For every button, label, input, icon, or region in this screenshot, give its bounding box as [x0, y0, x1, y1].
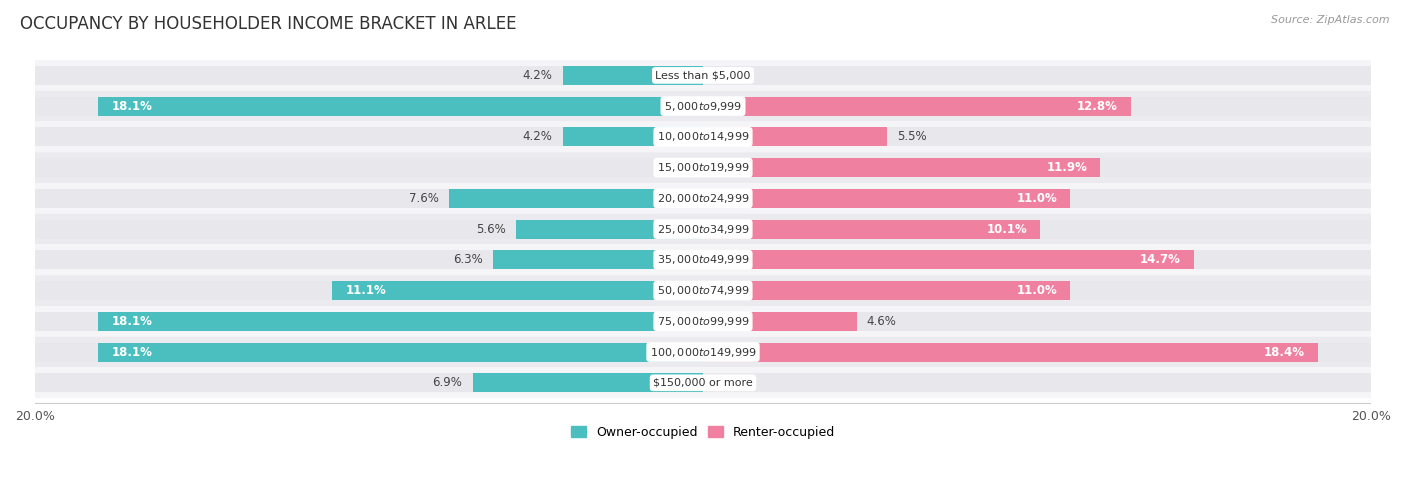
Text: $35,000 to $49,999: $35,000 to $49,999: [657, 253, 749, 266]
Bar: [35, 189, 703, 208]
Text: 10.1%: 10.1%: [986, 223, 1026, 236]
Text: 12.8%: 12.8%: [1077, 100, 1118, 113]
Text: $100,000 to $149,999: $100,000 to $149,999: [650, 346, 756, 359]
Text: $75,000 to $99,999: $75,000 to $99,999: [657, 315, 749, 328]
Bar: [703, 97, 1371, 116]
Bar: [472, 373, 703, 392]
Text: 11.0%: 11.0%: [1017, 192, 1057, 205]
Text: 5.6%: 5.6%: [477, 223, 506, 236]
FancyBboxPatch shape: [35, 367, 1371, 398]
Bar: [516, 220, 703, 239]
FancyBboxPatch shape: [35, 244, 1371, 275]
Bar: [703, 343, 1371, 362]
Bar: [703, 158, 1371, 177]
Bar: [332, 281, 703, 300]
FancyBboxPatch shape: [35, 152, 1371, 183]
Bar: [703, 220, 1371, 239]
Bar: [703, 250, 1371, 269]
Text: $150,000 or more: $150,000 or more: [654, 378, 752, 388]
Bar: [449, 189, 703, 208]
Text: 4.2%: 4.2%: [523, 69, 553, 82]
Text: $5,000 to $9,999: $5,000 to $9,999: [664, 100, 742, 113]
Bar: [703, 220, 1040, 239]
Bar: [703, 189, 1070, 208]
Bar: [703, 189, 1371, 208]
Bar: [98, 97, 703, 116]
Bar: [562, 66, 703, 85]
Text: 6.9%: 6.9%: [433, 376, 463, 389]
Text: 0.0%: 0.0%: [713, 69, 742, 82]
Bar: [492, 250, 703, 269]
Text: OCCUPANCY BY HOUSEHOLDER INCOME BRACKET IN ARLEE: OCCUPANCY BY HOUSEHOLDER INCOME BRACKET …: [20, 15, 516, 33]
FancyBboxPatch shape: [35, 122, 1371, 152]
Bar: [35, 343, 703, 362]
Bar: [703, 343, 1317, 362]
Bar: [703, 281, 1371, 300]
Text: $25,000 to $34,999: $25,000 to $34,999: [657, 223, 749, 236]
Text: 4.2%: 4.2%: [523, 130, 553, 143]
Bar: [562, 127, 703, 146]
Text: 18.4%: 18.4%: [1263, 346, 1305, 359]
Bar: [703, 373, 1371, 392]
Text: $20,000 to $24,999: $20,000 to $24,999: [657, 192, 749, 205]
Text: 11.9%: 11.9%: [1046, 161, 1087, 174]
FancyBboxPatch shape: [35, 275, 1371, 306]
Text: 7.6%: 7.6%: [409, 192, 439, 205]
Bar: [703, 66, 1371, 85]
Bar: [703, 250, 1194, 269]
Legend: Owner-occupied, Renter-occupied: Owner-occupied, Renter-occupied: [567, 420, 839, 444]
FancyBboxPatch shape: [35, 91, 1371, 122]
Bar: [703, 158, 1101, 177]
Bar: [35, 127, 703, 146]
Text: 11.0%: 11.0%: [1017, 284, 1057, 297]
Bar: [35, 97, 703, 116]
Bar: [35, 250, 703, 269]
Text: 18.1%: 18.1%: [111, 315, 153, 328]
Bar: [98, 343, 703, 362]
Text: 6.3%: 6.3%: [453, 253, 482, 266]
Text: $15,000 to $19,999: $15,000 to $19,999: [657, 161, 749, 174]
Text: 18.1%: 18.1%: [111, 100, 153, 113]
Bar: [35, 220, 703, 239]
Bar: [98, 312, 703, 331]
Bar: [35, 66, 703, 85]
FancyBboxPatch shape: [35, 214, 1371, 244]
Text: 14.7%: 14.7%: [1140, 253, 1181, 266]
Text: $10,000 to $14,999: $10,000 to $14,999: [657, 130, 749, 143]
Text: 0.0%: 0.0%: [713, 376, 742, 389]
Bar: [703, 127, 887, 146]
Bar: [703, 312, 856, 331]
Bar: [703, 97, 1130, 116]
Bar: [35, 158, 703, 177]
Bar: [703, 312, 1371, 331]
Bar: [35, 373, 703, 392]
Bar: [35, 281, 703, 300]
Text: 5.5%: 5.5%: [897, 130, 927, 143]
Text: Less than $5,000: Less than $5,000: [655, 70, 751, 80]
Text: Source: ZipAtlas.com: Source: ZipAtlas.com: [1271, 15, 1389, 25]
FancyBboxPatch shape: [35, 60, 1371, 91]
FancyBboxPatch shape: [35, 306, 1371, 337]
FancyBboxPatch shape: [35, 183, 1371, 214]
Text: $50,000 to $74,999: $50,000 to $74,999: [657, 284, 749, 297]
Bar: [35, 312, 703, 331]
Text: 11.1%: 11.1%: [346, 284, 387, 297]
Bar: [703, 127, 1371, 146]
Text: 4.6%: 4.6%: [866, 315, 897, 328]
Bar: [703, 281, 1070, 300]
Text: 18.1%: 18.1%: [111, 346, 153, 359]
FancyBboxPatch shape: [35, 337, 1371, 367]
